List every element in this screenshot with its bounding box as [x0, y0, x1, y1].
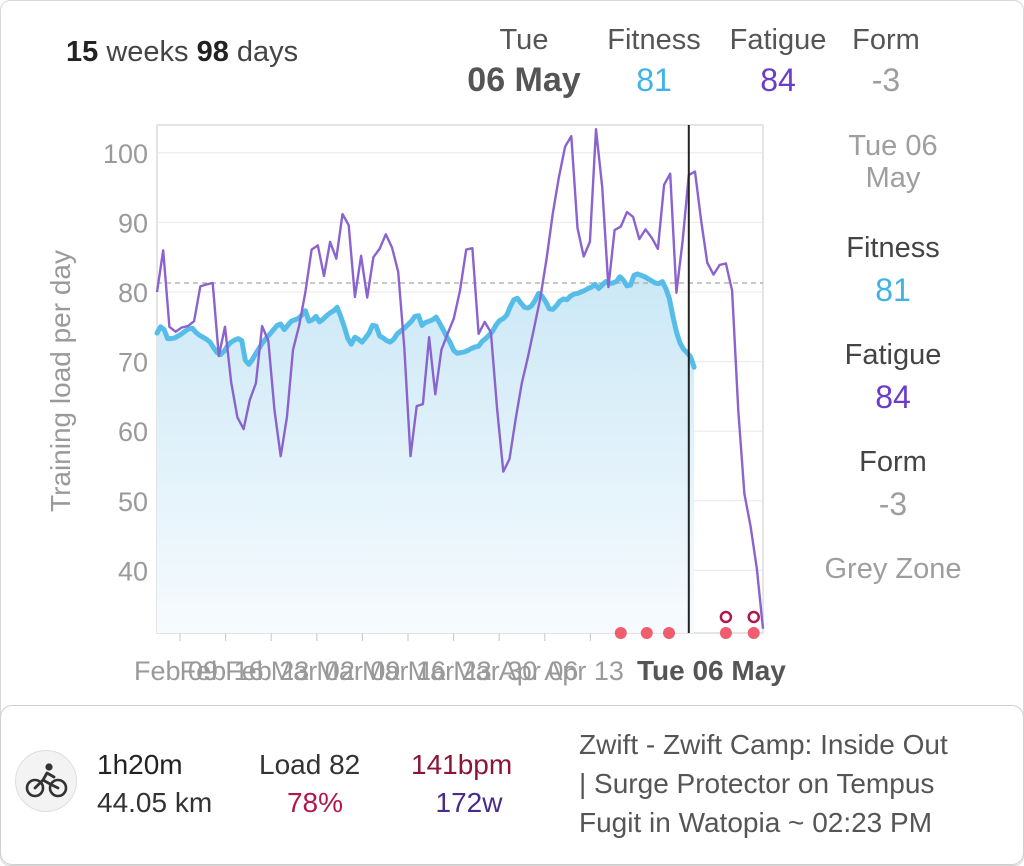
header-fatigue-label: Fatigue: [729, 24, 827, 56]
activity-marker: [719, 627, 732, 639]
days-count: 98: [196, 36, 229, 68]
selected-label-mask: [628, 648, 806, 688]
y-tick-label: 40: [118, 556, 148, 586]
period-summary[interactable]: 15 weeks 98 days: [66, 36, 298, 69]
activity-marker: [614, 627, 627, 639]
load-value: 82: [329, 749, 361, 780]
side-date: Tue 06 May: [808, 130, 978, 194]
x-tick-label: Apr 13: [544, 656, 624, 686]
x-tick-label: Mar 23: [408, 656, 492, 686]
weeks-label: weeks: [106, 36, 189, 68]
x-tick-label: Mar 02: [271, 656, 355, 686]
activity-title-line1[interactable]: Zwift - Zwift Camp: Inside Out: [579, 729, 948, 760]
activity-marker: [747, 627, 760, 639]
header-fitness-label: Fitness: [607, 24, 701, 56]
activity-power: 172w: [435, 787, 503, 818]
activity-marker-hollow: [747, 610, 760, 624]
x-tick-label: Mar 09: [316, 656, 400, 686]
header-fatigue: Fatigue 84: [722, 22, 834, 102]
fatigue-series-line: [155, 127, 765, 629]
fitness-chart[interactable]: 100 90 80 70 60 50 40 Training load per day Feb …: [0, 0, 1024, 700]
activity-marker: [640, 627, 653, 639]
header-day: Tue: [499, 24, 549, 56]
side-fitness-value: 81: [875, 272, 911, 308]
activity-marker-hollow: [719, 610, 733, 624]
side-date-line2: May: [865, 162, 921, 194]
header-fitness: Fitness 81: [598, 22, 710, 102]
y-tick-label: 70: [118, 348, 148, 378]
y-tick-label: 100: [103, 139, 148, 169]
y-axis-title: Training load per day: [45, 250, 76, 512]
side-fatigue-value: 84: [875, 379, 911, 415]
x-tick-label: Mar 16: [362, 656, 446, 686]
days-label: days: [236, 36, 299, 68]
cycling-icon: [15, 750, 77, 812]
x-tick-label: Feb 16: [180, 656, 264, 686]
side-fitness-label: Fitness: [846, 232, 940, 264]
header-fitness-value: 81: [636, 62, 672, 98]
y-tick-label: 60: [118, 417, 148, 447]
header-form-label: Form: [852, 24, 920, 56]
x-tick-label: Feb 23: [225, 656, 309, 686]
activity-duration: 1h20m: [97, 749, 183, 780]
fitness-series-line: [154, 271, 697, 370]
y-tick-label: 90: [118, 208, 148, 238]
x-tick-label: Mar 30: [453, 656, 537, 686]
side-fatigue-label: Fatigue: [844, 339, 942, 371]
activity-intensity: 78%: [286, 787, 344, 818]
side-form-label: Form: [859, 446, 927, 478]
header-fatigue-value: 84: [760, 62, 796, 98]
side-fitness: Fitness 81: [808, 232, 978, 316]
weeks-count: 15: [66, 36, 99, 68]
activity-title-line2[interactable]: | Surge Protector on Tempus: [579, 768, 935, 799]
form-zone-label: Grey Zone: [824, 553, 962, 585]
activity-title-line3[interactable]: Fugit in Watopia ~ 02:23 PM: [579, 807, 933, 838]
x-tick-label: Feb 09: [134, 656, 218, 686]
x-tick-label: Apr 06: [499, 656, 579, 686]
activity-load: Load 82: [259, 748, 360, 782]
header-date: Tue 06 May: [456, 22, 592, 102]
header-form: Form -3: [838, 22, 934, 102]
activity-marker: [663, 627, 676, 639]
y-tick-label: 50: [118, 487, 148, 517]
side-date-line1: Tue 06: [848, 130, 938, 162]
selected-date-x-label: Tue 06 May: [637, 655, 786, 686]
activity-distance: 44.05 km: [97, 787, 213, 818]
side-form: Form -3: [808, 446, 978, 530]
side-fatigue: Fatigue 84: [808, 339, 978, 423]
load-label: Load: [259, 749, 322, 780]
header-date-value: 06 May: [467, 61, 581, 99]
header-form-value: -3: [871, 62, 901, 98]
activity-heart-rate: 141bpm: [411, 749, 513, 780]
side-zone: Grey Zone: [808, 552, 978, 586]
y-tick-label: 80: [118, 278, 148, 308]
activity-card[interactable]: 1h20m 44.05 km Load 82 78% 141bpm 172w Z…: [0, 705, 1024, 865]
side-form-value: -3: [878, 486, 908, 522]
